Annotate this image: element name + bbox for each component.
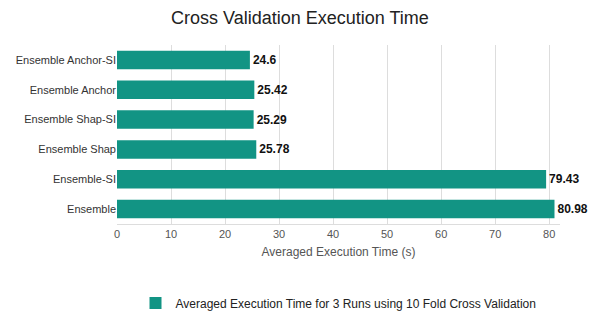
svg-text:50: 50 <box>381 228 393 240</box>
svg-text:Ensemble-SI: Ensemble-SI <box>53 173 116 185</box>
svg-text:80: 80 <box>543 228 555 240</box>
svg-text:80.98: 80.98 <box>557 202 587 216</box>
svg-text:Ensemble Anchor-SI: Ensemble Anchor-SI <box>16 54 116 66</box>
svg-text:Ensemble Shap-SI: Ensemble Shap-SI <box>24 113 116 125</box>
svg-text:25.78: 25.78 <box>259 142 289 156</box>
svg-text:Averaged Execution Time (s): Averaged Execution Time (s) <box>262 245 416 259</box>
svg-text:Averaged Execution Time for 3: Averaged Execution Time for 3 Runs using… <box>176 297 536 311</box>
svg-text:20: 20 <box>219 228 231 240</box>
svg-text:Ensemble: Ensemble <box>67 203 116 215</box>
svg-text:25.42: 25.42 <box>257 83 287 97</box>
svg-text:60: 60 <box>435 228 447 240</box>
svg-text:25.29: 25.29 <box>257 113 287 127</box>
svg-text:0: 0 <box>114 228 120 240</box>
svg-text:40: 40 <box>327 228 339 240</box>
svg-text:Ensemble Shap: Ensemble Shap <box>38 143 116 155</box>
svg-text:70: 70 <box>489 228 501 240</box>
svg-text:Cross Validation Execution Tim: Cross Validation Execution Time <box>171 8 429 28</box>
svg-text:Ensemble Anchor: Ensemble Anchor <box>30 84 117 96</box>
svg-text:24.6: 24.6 <box>253 53 277 67</box>
svg-text:30: 30 <box>273 228 285 240</box>
svg-text:10: 10 <box>165 228 177 240</box>
svg-text:79.43: 79.43 <box>549 172 579 186</box>
